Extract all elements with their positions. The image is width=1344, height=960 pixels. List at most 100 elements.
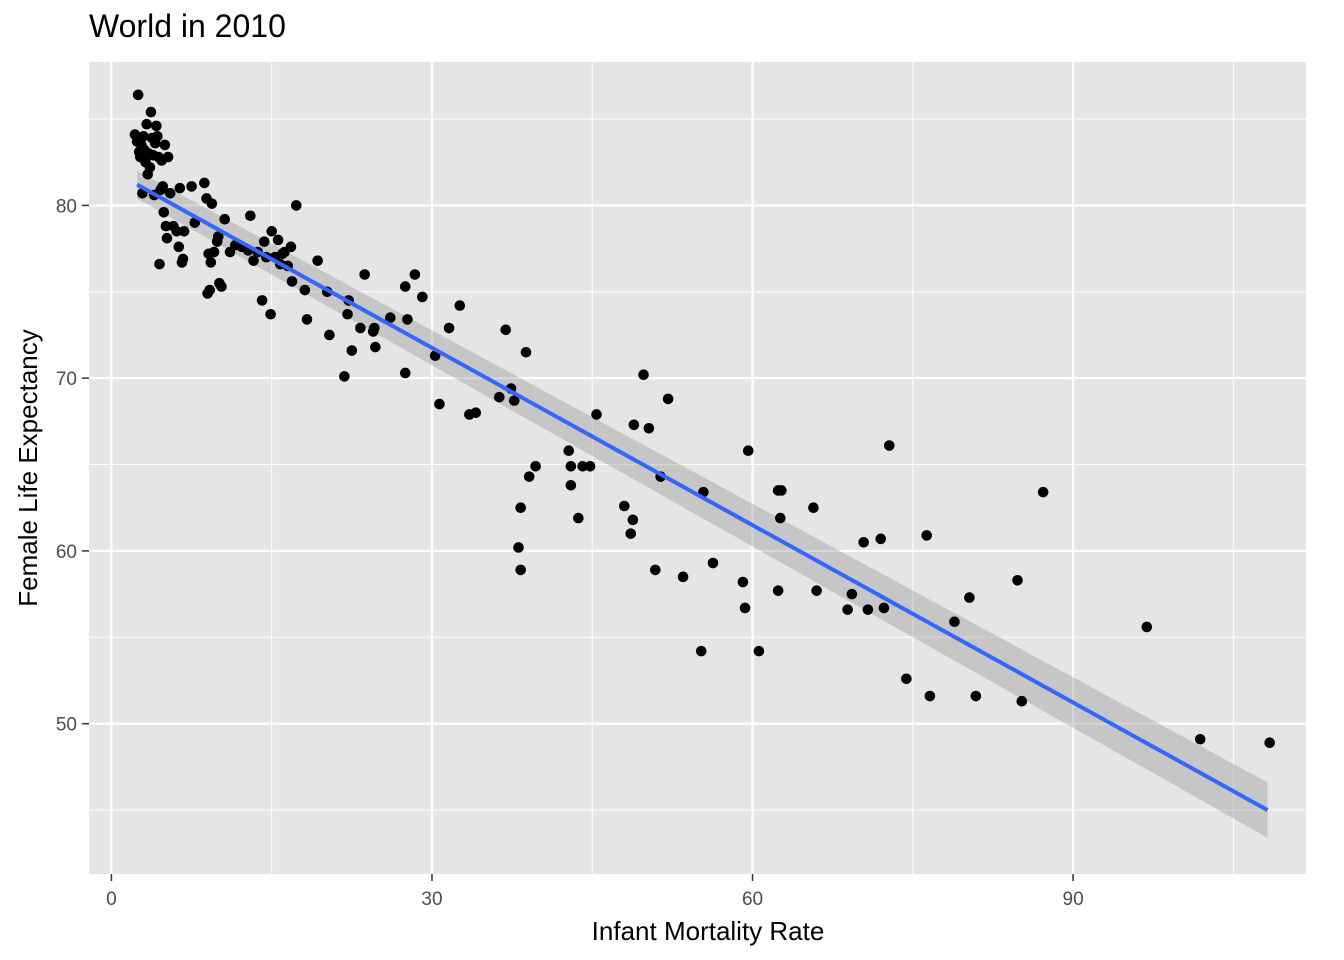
data-point bbox=[290, 200, 302, 211]
x-tick-label: 90 bbox=[1063, 889, 1084, 910]
data-point bbox=[157, 181, 169, 192]
data-point bbox=[619, 500, 630, 512]
data-point bbox=[399, 367, 411, 379]
data-point bbox=[409, 269, 421, 280]
x-axis-ticks: 0 30 60 90 bbox=[106, 874, 1084, 910]
data-point bbox=[248, 255, 259, 266]
data-point bbox=[921, 530, 932, 541]
data-point bbox=[1016, 695, 1028, 707]
data-point bbox=[245, 210, 256, 222]
data-point bbox=[359, 269, 370, 280]
data-point bbox=[643, 422, 655, 434]
data-point bbox=[339, 371, 350, 382]
data-point bbox=[530, 460, 541, 472]
data-point bbox=[216, 281, 227, 292]
data-point bbox=[508, 395, 520, 406]
data-point bbox=[132, 89, 144, 101]
data-point bbox=[677, 571, 689, 583]
data-point bbox=[858, 536, 869, 548]
data-point bbox=[152, 130, 163, 142]
data-point bbox=[649, 564, 661, 576]
data-point bbox=[964, 592, 975, 603]
data-point bbox=[141, 118, 152, 130]
data-point bbox=[901, 673, 912, 685]
data-point bbox=[286, 276, 298, 287]
data-point bbox=[265, 308, 276, 320]
data-point bbox=[565, 460, 577, 472]
x-tick-label: 0 bbox=[106, 889, 117, 910]
data-point bbox=[144, 162, 156, 173]
fit-line-layer bbox=[136, 182, 1269, 812]
data-point bbox=[573, 512, 584, 524]
data-point bbox=[515, 564, 526, 576]
data-point bbox=[164, 188, 176, 199]
data-point bbox=[160, 220, 172, 232]
y-tick-label: 70 bbox=[56, 369, 77, 390]
data-point bbox=[1141, 621, 1153, 633]
data-point bbox=[695, 645, 707, 657]
data-point bbox=[399, 281, 411, 292]
data-point bbox=[204, 284, 216, 296]
y-axis-title: Female Life Expectancy bbox=[13, 329, 43, 606]
data-point bbox=[523, 471, 535, 482]
data-point bbox=[970, 690, 982, 702]
data-point bbox=[772, 585, 784, 596]
data-point bbox=[434, 398, 445, 410]
data-point bbox=[500, 324, 512, 336]
y-tick-label: 60 bbox=[56, 542, 77, 563]
data-point bbox=[212, 231, 224, 242]
data-point bbox=[299, 284, 311, 296]
data-point bbox=[753, 645, 765, 657]
data-point bbox=[775, 512, 786, 524]
data-point bbox=[949, 616, 960, 628]
data-point bbox=[811, 585, 822, 596]
data-point bbox=[256, 295, 268, 306]
data-point bbox=[443, 322, 455, 334]
data-point bbox=[219, 213, 230, 225]
data-point bbox=[1194, 733, 1206, 745]
data-point bbox=[924, 690, 936, 702]
data-point bbox=[520, 346, 532, 358]
data-point bbox=[346, 345, 358, 356]
data-point bbox=[808, 502, 819, 514]
data-point bbox=[591, 409, 602, 420]
minor-gridlines bbox=[89, 62, 1306, 874]
data-point bbox=[301, 314, 313, 325]
data-point bbox=[272, 234, 284, 246]
data-point bbox=[707, 557, 719, 569]
regression-line bbox=[136, 182, 1269, 812]
y-axis-ticks: 50 60 70 80 bbox=[56, 196, 89, 736]
data-point bbox=[138, 130, 149, 142]
data-point bbox=[454, 300, 466, 311]
data-point bbox=[159, 139, 171, 151]
data-point bbox=[493, 391, 505, 403]
data-point bbox=[285, 241, 297, 253]
data-point bbox=[186, 181, 197, 192]
data-point bbox=[161, 232, 173, 244]
data-point bbox=[145, 106, 157, 118]
data-point bbox=[563, 445, 575, 457]
data-point bbox=[625, 528, 637, 539]
data-point bbox=[174, 182, 186, 194]
data-point bbox=[171, 226, 182, 237]
data-point bbox=[739, 602, 751, 614]
data-point bbox=[878, 602, 890, 614]
data-point bbox=[258, 236, 270, 247]
data-point bbox=[565, 479, 577, 491]
data-point bbox=[355, 322, 366, 334]
data-point bbox=[162, 151, 174, 163]
data-point bbox=[842, 604, 853, 615]
data-point bbox=[1012, 574, 1023, 586]
data-point bbox=[151, 120, 162, 132]
data-point bbox=[1037, 486, 1049, 498]
x-axis-title: Infant Mortality Rate bbox=[592, 916, 825, 946]
data-point bbox=[266, 226, 278, 237]
data-point bbox=[368, 322, 380, 334]
data-point bbox=[402, 314, 413, 325]
data-point bbox=[342, 308, 353, 320]
data-point bbox=[178, 226, 190, 237]
data-point bbox=[154, 258, 165, 270]
chart-title: World in 2010 bbox=[89, 8, 286, 44]
data-point bbox=[737, 576, 749, 588]
